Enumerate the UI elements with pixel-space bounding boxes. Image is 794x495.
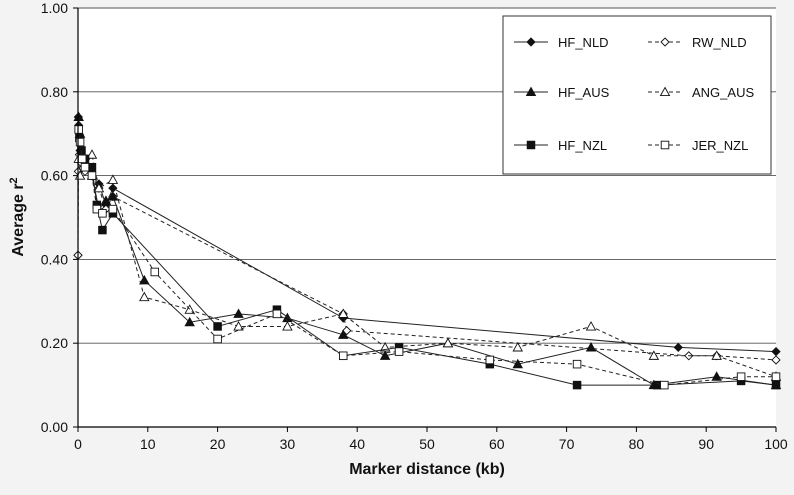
y-tick-label: 0.80 <box>41 84 68 100</box>
legend-marker <box>660 37 670 47</box>
legend-marker <box>525 86 537 97</box>
y-tick-label: 1.00 <box>41 0 68 16</box>
data-point <box>213 334 222 344</box>
legend-marker <box>526 37 536 47</box>
x-tick-label: 50 <box>419 436 435 452</box>
data-point <box>771 372 781 381</box>
y-tick-label: 0.40 <box>41 251 68 267</box>
legend-item: HF_NLD <box>514 35 609 50</box>
data-point <box>87 162 97 172</box>
y-tick-label: 0.60 <box>41 168 68 184</box>
y-ticks: 0.00 0.20 0.40 0.60 0.80 1.00 <box>41 0 78 435</box>
x-tick-label: 0 <box>74 436 82 452</box>
y-axis-title-text: Average r <box>10 183 27 256</box>
y-axis-title-superscript: 2 <box>8 177 20 183</box>
data-point <box>711 350 722 360</box>
data-point <box>150 267 160 277</box>
legend-marker <box>659 86 671 97</box>
data-point <box>213 322 222 331</box>
x-ticks: 0 10 20 30 40 50 60 70 80 90 100 <box>74 427 788 452</box>
data-point <box>87 171 97 180</box>
data-point <box>139 274 150 285</box>
data-point <box>74 125 83 134</box>
data-point <box>771 380 781 390</box>
gridlines <box>78 7 776 344</box>
legend-item: JER_NZL <box>648 138 748 153</box>
y-tick-label: 0.20 <box>41 335 68 351</box>
data-point <box>512 341 524 352</box>
data-point <box>485 355 495 365</box>
legend-item: HF_AUS <box>514 85 610 100</box>
legend-item: ANG_AUS <box>648 85 754 100</box>
x-tick-label: 70 <box>559 436 575 452</box>
data-point <box>394 347 404 356</box>
data-point <box>184 316 195 327</box>
legend-marker <box>660 140 670 150</box>
data-point <box>442 337 454 348</box>
data-point <box>585 341 597 352</box>
data-point <box>711 371 722 381</box>
x-axis-title: Marker distance (kb) <box>349 461 505 478</box>
data-point <box>512 358 524 369</box>
data-point <box>660 380 669 390</box>
legend-label: JER_NZL <box>692 138 748 153</box>
data-point <box>98 209 107 218</box>
legend-label: RW_NLD <box>692 35 747 50</box>
data-point <box>107 174 119 184</box>
data-point <box>93 182 105 193</box>
x-tick-label: 100 <box>764 436 788 452</box>
data-point <box>653 380 662 390</box>
series-jer-nzl <box>74 125 781 390</box>
legend-label: ANG_AUS <box>692 85 754 100</box>
data-point <box>648 350 660 360</box>
data-point <box>233 321 244 331</box>
x-tick-label: 40 <box>349 436 365 452</box>
data-point <box>337 329 349 339</box>
data-point <box>572 359 582 369</box>
data-point <box>736 372 746 381</box>
x-tick-label: 20 <box>210 436 226 452</box>
legend-item: HF_NZL <box>514 138 607 153</box>
data-point <box>338 351 348 361</box>
legend-label: HF_AUS <box>558 85 610 100</box>
legend: HF_NLD RW_NLD HF_AUS ANG_AUS HF_NZL JER_NZL <box>502 15 772 175</box>
legend-label: HF_NZL <box>558 138 607 153</box>
data-point <box>572 380 582 390</box>
data-point <box>108 204 118 214</box>
data-point <box>75 137 85 147</box>
data-point <box>282 321 293 331</box>
data-point <box>272 309 282 319</box>
data-point <box>139 291 150 302</box>
data-point <box>98 225 107 235</box>
data-point <box>585 321 597 331</box>
series-layer <box>73 111 782 390</box>
data-point <box>673 342 683 353</box>
data-point <box>771 355 781 365</box>
x-tick-label: 90 <box>698 436 714 452</box>
y-tick-label: 0.00 <box>41 419 68 435</box>
data-point <box>77 154 87 164</box>
data-point <box>80 162 90 172</box>
x-tick-label: 10 <box>140 436 156 452</box>
x-tick-label: 60 <box>489 436 505 452</box>
data-point <box>337 308 349 318</box>
data-point <box>86 149 98 159</box>
data-point <box>379 350 391 360</box>
y-axis-title: Average r2 <box>8 177 27 256</box>
legend-item: RW_NLD <box>648 35 747 50</box>
legend-label: HF_NLD <box>558 35 609 50</box>
legend-marker <box>526 140 536 150</box>
x-tick-label: 30 <box>280 436 296 452</box>
data-point <box>107 191 119 201</box>
data-point <box>73 111 84 121</box>
x-tick-label: 80 <box>629 436 645 452</box>
data-point <box>233 308 244 318</box>
